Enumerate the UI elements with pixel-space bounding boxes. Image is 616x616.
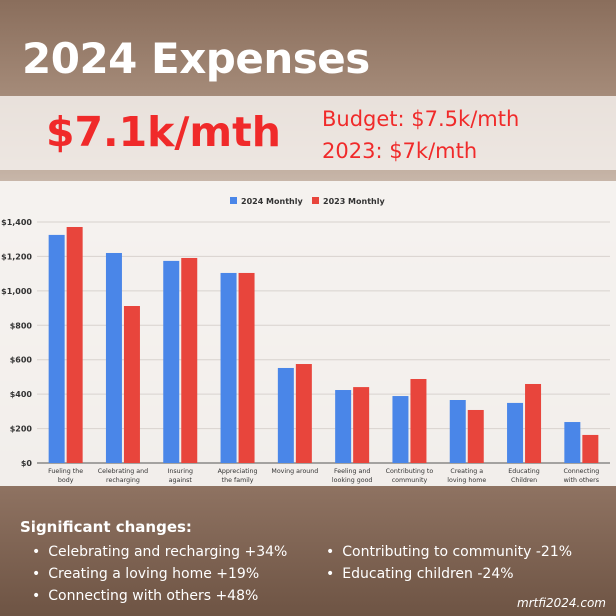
bar-2024 [277,367,294,463]
x-tick-label: Children [511,477,537,484]
site-watermark: mrtfi2024.com [516,596,606,610]
y-tick-label: $400 [10,390,33,399]
page-title: 2024 Expenses [22,34,370,83]
bar-chart: $0 $200 $400 $600 $800 $1,000 $1,200 $1,400 Fuel… [1,197,610,484]
bar-2023 [410,378,427,463]
bar-2023 [582,434,599,463]
bar-2023 [123,306,140,463]
bar-2024 [564,422,581,463]
legend-swatch [230,197,237,204]
budget-label: Budget: $7.5k/mth [322,107,520,131]
summary-band [0,96,616,170]
prior-year-label: 2023: $7k/mth [322,139,478,163]
change-item: Creating a loving home +19% [32,563,287,585]
legend-label: 2023 Monthly [323,197,385,206]
bar-2024 [392,396,409,463]
budget-info: Budget: $7.5k/mth 2023: $7k/mth [322,103,519,167]
change-item: Contributing to community -21% [326,541,572,563]
bar-2023 [295,364,312,463]
chart-panel: $0 $200 $400 $600 $800 $1,000 $1,200 $1,400 Fuel… [0,181,616,486]
change-item: Celebrating and recharging +34% [32,541,287,563]
y-tick-label: $1,400 [1,218,32,227]
bar-2023 [181,257,198,463]
x-tick-label: with others [564,477,599,484]
y-tick-label: $600 [10,356,33,365]
x-tick-label: body [58,477,74,484]
change-item: Connecting with others +48% [32,585,287,607]
x-tick-label: looking good [332,477,373,484]
legend-swatch [312,197,319,204]
y-tick-label: $0 [21,459,33,468]
x-tick-label: the family [222,477,254,484]
x-tick-label: Moving around [271,468,318,475]
y-tick-label: $1,000 [1,287,32,296]
x-tick-label: recharging [106,477,140,484]
x-tick-label: Contributing to [386,468,434,475]
y-tick-label: $1,200 [1,252,32,261]
current-monthly: $7.1k/mth [46,108,281,156]
y-tick-label: $200 [10,425,33,434]
bar-2024 [105,252,122,463]
change-item: Educating children -24% [326,563,572,585]
changes-title: Significant changes: [20,518,192,536]
bar-2023 [467,409,484,463]
bar-2023 [525,383,542,463]
bar-2023 [353,387,370,463]
bar-2023 [66,226,83,463]
changes-section: Significant changes: [20,518,192,540]
bar-2024 [163,260,180,463]
x-tick-label: Creating a [450,468,483,475]
x-tick-label: community [392,477,428,484]
x-tick-label: against [169,477,193,484]
bar-2023 [238,272,255,463]
x-tick-label: Feeling and [334,468,370,475]
x-tick-label: Insuring [168,468,193,475]
bar-2024 [335,390,352,463]
bar-2024 [220,272,237,463]
bar-2024 [507,402,524,463]
x-tick-label: loving home [447,477,486,484]
x-tick-label: Celebrating and [98,468,148,475]
bar-2024 [48,234,65,463]
x-tick-label: Appreciating [218,468,258,475]
x-tick-label: Educating [508,468,540,475]
changes-left: Celebrating and recharging +34% Creating… [32,541,287,607]
x-tick-label: Connecting [563,468,599,475]
changes-right: Contributing to community -21% Educating… [326,541,572,585]
legend-label: 2024 Monthly [241,197,303,206]
bar-2024 [449,399,466,463]
y-tick-label: $800 [10,321,33,330]
x-tick-label: Fueling the [48,468,83,475]
